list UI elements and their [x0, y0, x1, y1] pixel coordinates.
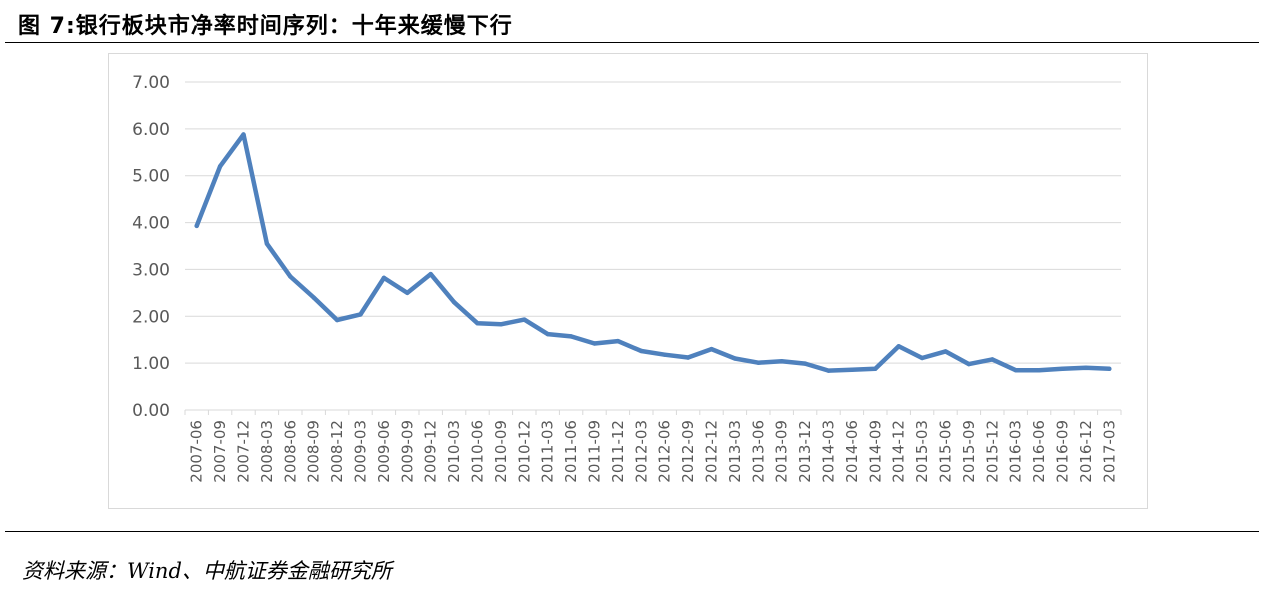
x-tick-label: 2013-12	[796, 420, 814, 483]
y-tick-label: 3.00	[132, 260, 170, 280]
x-tick-label: 2009-09	[398, 420, 416, 483]
data-point	[1060, 366, 1065, 371]
data-point	[405, 290, 410, 296]
x-tick-label: 2009-03	[352, 420, 370, 483]
data-point	[592, 341, 597, 346]
data-point	[241, 132, 246, 137]
data-point	[685, 355, 691, 360]
x-tick-label: 2016-09	[1054, 420, 1072, 483]
data-point	[896, 344, 901, 349]
data-point	[451, 300, 457, 305]
x-tick-label: 2011-03	[539, 420, 557, 483]
source-note: 资料来源：Wind、中航证券金融研究所	[22, 559, 392, 583]
y-tick-label: 6.00	[132, 120, 170, 140]
data-point	[873, 366, 878, 371]
data-point	[217, 164, 223, 169]
y-tick-label: 7.00	[132, 73, 170, 93]
data-point	[545, 331, 550, 337]
x-tick-label: 2007-06	[188, 420, 206, 483]
series-line	[194, 132, 1112, 373]
data-point	[615, 338, 621, 344]
x-tick-label: 2016-03	[1007, 420, 1025, 483]
figure-title: 图 7:银行板块市净率时间序列：十年来缓慢下行	[18, 14, 513, 39]
data-point	[428, 271, 433, 277]
x-tick-label: 2017-03	[1100, 420, 1118, 483]
x-tick-label: 2009-12	[422, 420, 440, 483]
data-point	[849, 367, 855, 372]
x-tick-label: 2015-12	[983, 420, 1001, 483]
bottom-rule	[5, 531, 1259, 532]
data-point	[826, 368, 831, 373]
x-tick-label: 2012-09	[679, 420, 697, 483]
data-point	[802, 361, 808, 366]
x-tick-label: 2011-12	[609, 420, 627, 483]
data-point	[732, 356, 738, 361]
x-tick-label: 2008-09	[305, 420, 323, 483]
x-tick-label: 2016-12	[1077, 420, 1095, 483]
x-tick-label: 2010-03	[445, 420, 463, 483]
data-point	[639, 348, 644, 354]
y-tick-label: 1.00	[132, 354, 170, 374]
y-tick-label: 4.00	[132, 214, 170, 234]
data-point	[990, 357, 995, 362]
y-tick-label: 5.00	[132, 167, 170, 187]
x-tick-label: 2007-12	[235, 420, 253, 483]
x-tick-label: 2010-09	[492, 420, 510, 483]
data-point	[1083, 365, 1089, 371]
data-point	[1036, 367, 1042, 373]
x-tick-label: 2010-12	[515, 420, 533, 483]
x-tick-label: 2008-12	[328, 420, 346, 483]
x-tick-label: 2008-06	[281, 420, 299, 483]
data-point	[498, 322, 504, 327]
data-point	[311, 295, 316, 300]
x-tick-label: 2014-09	[866, 420, 884, 483]
x-tick-label: 2012-03	[632, 420, 650, 483]
x-tick-label: 2013-06	[749, 420, 767, 483]
data-point	[568, 334, 574, 339]
data-point	[475, 321, 480, 326]
data-point	[779, 359, 784, 364]
data-point	[1107, 366, 1112, 371]
y-tick-label: 0.00	[132, 401, 170, 421]
data-point	[1013, 367, 1018, 373]
x-tick-label: 2008-03	[258, 420, 276, 483]
top-rule	[5, 42, 1259, 43]
x-tick-label: 2010-06	[469, 420, 487, 483]
data-point	[966, 361, 972, 367]
x-tick-label: 2015-06	[937, 420, 955, 483]
x-tick-label: 2012-06	[656, 420, 674, 483]
x-tick-label: 2014-06	[843, 420, 861, 483]
x-tick-label: 2013-03	[726, 420, 744, 483]
data-point	[334, 317, 340, 323]
data-point	[662, 352, 667, 357]
x-tick-label: 2013-09	[773, 420, 791, 483]
data-point	[756, 360, 761, 365]
data-point	[194, 223, 199, 229]
x-tick-label: 2011-06	[562, 420, 580, 483]
data-point	[358, 312, 363, 317]
x-tick-label: 2015-03	[913, 420, 931, 483]
x-tick-label: 2014-03	[820, 420, 838, 483]
data-point	[381, 275, 387, 281]
x-tick-label: 2014-12	[890, 420, 908, 483]
data-point	[943, 349, 948, 354]
data-point	[709, 346, 714, 352]
x-tick-label: 2012-12	[703, 420, 721, 483]
x-tick-label: 2015-09	[960, 420, 978, 483]
chart-frame: 0.00 1.00 2.00 3.00 4.00 5.00 6.00 7.00 2007-06 2…	[108, 53, 1148, 509]
data-point	[288, 274, 293, 279]
x-tick-label: 2009-06	[375, 420, 393, 483]
data-point	[264, 241, 270, 246]
x-tick-label: 2011-09	[586, 420, 604, 483]
pb-line-chart: 0.00 1.00 2.00 3.00 4.00 5.00 6.00 7.00 2007-06 2…	[132, 73, 1122, 483]
x-tick-label: 2007-09	[211, 420, 229, 483]
data-point	[919, 355, 925, 361]
x-tick-label: 2016-06	[1030, 420, 1048, 483]
y-tick-label: 2.00	[132, 307, 170, 327]
data-point	[522, 317, 527, 322]
